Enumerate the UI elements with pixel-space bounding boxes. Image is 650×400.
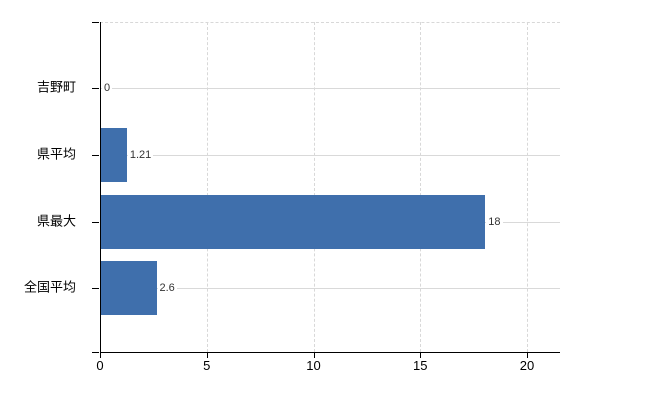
x-tick-label: 10: [306, 358, 321, 373]
v-gridline: [527, 22, 528, 352]
category-label: 県最大: [36, 213, 76, 229]
x-tick: [100, 352, 101, 358]
v-gridline: [420, 22, 422, 352]
h-gridline: [100, 88, 560, 89]
y-axis-line: [100, 22, 101, 353]
x-tick-label: 0: [96, 358, 104, 373]
bar: [101, 194, 486, 249]
x-tick: [527, 352, 528, 358]
plot-top-border: [100, 22, 560, 23]
value-label: 0: [102, 81, 113, 95]
value-label: 1.21: [127, 148, 154, 161]
v-gridline: [313, 22, 315, 352]
y-tick: [92, 221, 99, 223]
x-axis-line: [100, 352, 560, 353]
v-gridline: [206, 22, 208, 352]
x-tick: [313, 352, 315, 358]
x-tick-label: 20: [519, 358, 535, 373]
y-tick: [92, 154, 99, 156]
y-tick: [92, 288, 99, 290]
h-gridline: [100, 154, 560, 156]
x-tick-label: 15: [413, 358, 428, 373]
y-tick: [92, 22, 99, 23]
x-tick-label: 5: [203, 358, 211, 373]
h-gridline: [100, 288, 560, 290]
category-label: 県平均: [36, 146, 76, 162]
x-tick: [420, 352, 422, 358]
x-tick: [206, 352, 208, 358]
y-tick: [92, 88, 99, 89]
value-label: 18: [486, 215, 503, 228]
category-label: 吉野町: [36, 79, 76, 95]
plot-area: 0 1.21 18 2.6: [100, 22, 560, 352]
category-label: 全国平均: [23, 279, 76, 295]
value-label: 2.6: [157, 282, 177, 295]
bar: [101, 127, 127, 182]
bar: [101, 261, 157, 316]
y-tick: [92, 352, 99, 353]
